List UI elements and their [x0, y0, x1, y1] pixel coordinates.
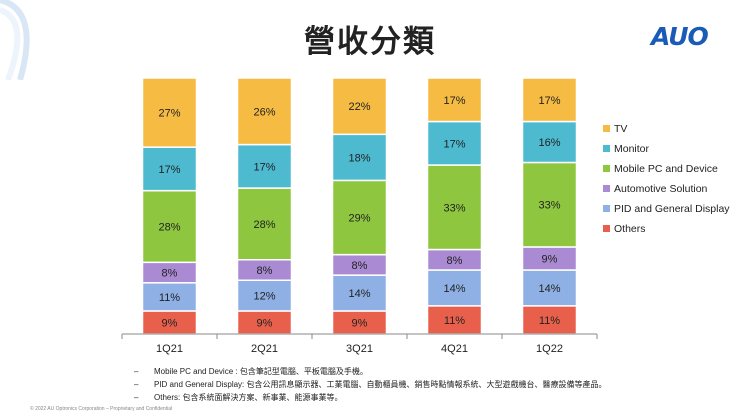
x-tick-label: 4Q21 — [441, 343, 468, 355]
legend-swatch-monitor — [603, 145, 610, 152]
page-title: 營收分類 — [304, 24, 436, 60]
bar-segment-mobile-pc-and-device-2q21 — [236, 187, 293, 261]
legend-label-mobile-pc-and-device: Mobile PC and Device — [614, 163, 718, 175]
data-label: 11% — [539, 315, 560, 327]
data-label: 14% — [443, 283, 465, 295]
data-label: 9% — [352, 317, 368, 329]
bar-segment-pid-and-general-display-3q21 — [331, 274, 388, 312]
data-label: 9% — [542, 253, 558, 265]
data-label: 27% — [158, 108, 180, 120]
decorative-swoosh — [0, 0, 30, 80]
footnotes: – Mobile PC and Device : 包含筆記型電腦、平板電腦及手機… — [134, 365, 606, 404]
data-label: 33% — [443, 202, 465, 214]
legend-swatch-pid-and-general-display — [603, 205, 610, 212]
footnote-text: Mobile PC and Device : 包含筆記型電腦、平板電腦及手機。 — [154, 367, 368, 376]
data-label: 17% — [443, 138, 465, 150]
bar-segment-tv-1q21 — [141, 77, 198, 148]
legend-swatch-automotive-solution — [603, 185, 610, 192]
data-label: 28% — [253, 219, 275, 231]
legend-swatch-mobile-pc-and-device — [603, 165, 610, 172]
data-label: 12% — [253, 291, 275, 303]
bar-segment-mobile-pc-and-device-1q21 — [141, 189, 198, 264]
x-tick-label: 2Q21 — [251, 343, 278, 355]
data-label: 26% — [253, 106, 275, 118]
bar-segment-pid-and-general-display-1q21 — [141, 282, 198, 312]
legend-label-automotive-solution: Automotive Solution — [614, 183, 708, 195]
data-label: 11% — [444, 315, 465, 327]
data-label: 18% — [348, 152, 370, 164]
data-label: 9% — [257, 317, 273, 329]
bar-segment-pid-and-general-display-2q21 — [236, 279, 293, 312]
legend-label-others: Others — [614, 223, 646, 235]
data-label: 14% — [348, 288, 370, 300]
data-label: 8% — [352, 260, 368, 272]
x-tick-label: 1Q22 — [536, 343, 563, 355]
footnote-dash: – — [134, 380, 139, 389]
data-label: 8% — [447, 255, 463, 267]
bar-segment-tv-1q22 — [521, 77, 578, 123]
bar-segment-mobile-pc-and-device-3q21 — [331, 179, 388, 256]
legend-swatch-others — [603, 225, 610, 232]
x-tick-label: 1Q21 — [156, 343, 183, 355]
footnote-3: – Others: 包含系統面解決方案、新事業、能源事業等。 — [134, 391, 606, 404]
auo-logo: AUO — [651, 22, 709, 51]
copyright-footer: © 2022 AU Optronics Corporation – Propri… — [30, 406, 173, 412]
data-label: 11% — [159, 292, 180, 304]
bar-segment-monitor-3q21 — [331, 133, 388, 182]
data-label: 33% — [538, 200, 560, 212]
bar-segment-tv-3q21 — [331, 77, 388, 136]
footnote-text: Others: 包含系統面解決方案、新事業、能源事業等。 — [154, 393, 343, 402]
bar-segment-pid-and-general-display-4q21 — [426, 269, 483, 307]
data-label: 17% — [253, 161, 275, 173]
legend-label-tv: TV — [614, 123, 627, 135]
legend-label-pid-and-general-display: PID and General Display — [614, 203, 730, 215]
data-label: 28% — [158, 221, 180, 233]
data-label: 22% — [348, 101, 370, 113]
data-label: 8% — [257, 265, 273, 277]
bar-segment-tv-2q21 — [236, 77, 293, 146]
bar-segment-mobile-pc-and-device-1q22 — [521, 161, 578, 248]
footnote-text: PID and General Display: 包含公用訊息顯示器、工業電腦、… — [154, 380, 607, 389]
data-label: 9% — [162, 317, 178, 329]
data-label: 17% — [538, 95, 560, 107]
footnote-dash: – — [134, 367, 139, 376]
footnote-dash: – — [134, 393, 139, 402]
data-label: 29% — [348, 213, 370, 225]
footnote-2: – PID and General Display: 包含公用訊息顯示器、工業電… — [134, 378, 606, 391]
bar-segment-monitor-4q21 — [426, 120, 483, 166]
data-label: 8% — [162, 268, 178, 280]
bar-segment-tv-4q21 — [426, 77, 483, 123]
data-label: 17% — [158, 164, 180, 176]
footnote-1: – Mobile PC and Device : 包含筆記型電腦、平板電腦及手機… — [134, 365, 606, 378]
legend-label-monitor: Monitor — [614, 143, 650, 155]
x-tick-label: 3Q21 — [346, 343, 373, 355]
bar-segment-monitor-1q21 — [141, 146, 198, 192]
data-label: 16% — [538, 137, 560, 149]
data-label: 14% — [538, 283, 560, 295]
bar-segment-monitor-2q21 — [236, 143, 293, 189]
data-label: 17% — [443, 95, 465, 107]
legend-swatch-tv — [603, 125, 610, 132]
bar-segment-others-4q21 — [426, 305, 483, 335]
